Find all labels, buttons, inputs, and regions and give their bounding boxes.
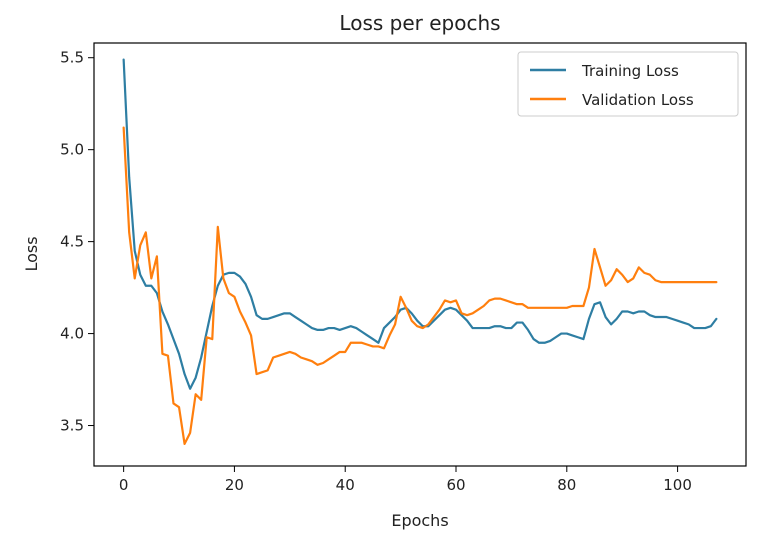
y-tick-label: 3.5 bbox=[60, 417, 84, 435]
y-tick-label: 5.5 bbox=[60, 49, 84, 67]
y-axis-label: Loss bbox=[22, 236, 41, 271]
x-axis-label: Epochs bbox=[391, 511, 448, 530]
y-axis: 3.5 4.0 4.5 5.0 5.5 bbox=[60, 49, 94, 435]
chart-title: Loss per epochs bbox=[339, 11, 500, 35]
plot-area bbox=[122, 58, 718, 446]
x-tick-label: 40 bbox=[336, 476, 355, 494]
x-tick-label: 20 bbox=[225, 476, 244, 494]
y-tick-label: 4.5 bbox=[60, 233, 84, 251]
x-axis: 0 20 40 60 80 100 bbox=[119, 466, 692, 494]
y-tick-label: 4.0 bbox=[60, 325, 84, 343]
x-tick-label: 60 bbox=[446, 476, 465, 494]
legend: Training Loss Validation Loss bbox=[517, 51, 739, 117]
legend-label-validation-loss: Validation Loss bbox=[582, 91, 694, 109]
x-tick-label: 0 bbox=[119, 476, 129, 494]
x-tick-label: 80 bbox=[557, 476, 576, 494]
plot-frame bbox=[93, 42, 747, 467]
x-tick-label: 100 bbox=[663, 476, 692, 494]
legend-box bbox=[517, 51, 739, 117]
series-line-validation-loss bbox=[122, 126, 718, 446]
legend-label-training-loss: Training Loss bbox=[581, 62, 679, 80]
y-tick-label: 5.0 bbox=[60, 141, 84, 159]
